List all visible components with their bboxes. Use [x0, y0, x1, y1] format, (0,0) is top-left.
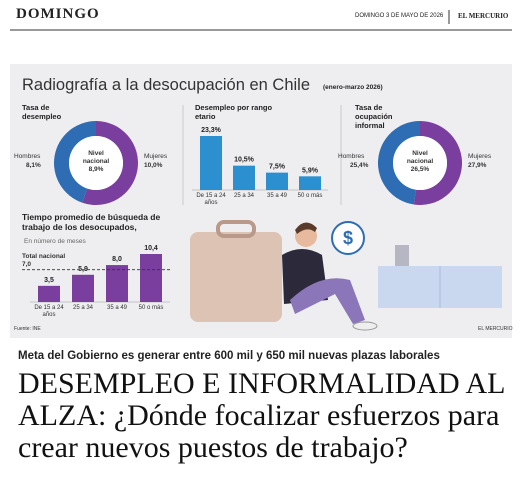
category-label: 25 a 34 [72, 305, 94, 311]
bar [200, 136, 222, 190]
center-label: Nivel nacional [82, 150, 110, 165]
bar-value: 23,3% [201, 127, 222, 134]
bar-value: 10,5% [234, 157, 255, 164]
bar [233, 165, 255, 190]
dollar-icon [331, 221, 365, 255]
total-label: Total nacional [22, 252, 66, 260]
segment-value: 27,9% [468, 162, 487, 169]
chart-title: Desempleo por rango etario [195, 103, 273, 121]
bar [299, 176, 321, 190]
bar [266, 172, 288, 190]
segment-label: Hombres [338, 153, 365, 160]
bar-value: 5,9 [78, 266, 88, 273]
chart-title: Tiempo promedio de búsqueda de trabajo d… [22, 212, 161, 232]
unit: En número de meses [24, 238, 86, 245]
chart-title: Tasa de ocupación informal [355, 103, 393, 130]
bar-value: 10,4 [144, 245, 158, 252]
donut-hole [393, 136, 447, 190]
bar [140, 254, 162, 302]
bar-value: 7,5% [269, 164, 286, 171]
category-label: 50 o más [297, 193, 323, 199]
illustration: $ [190, 220, 502, 331]
category-label: 35 a 49 [266, 193, 288, 199]
category-label: De 15 a 24 años [196, 193, 226, 206]
infographic-period: (enero-marzo 2026) [323, 84, 383, 91]
credit: EL MERCURIO [478, 326, 513, 332]
chart-title: Tasa de desempleo [22, 103, 62, 121]
headline: DESEMPLEO E INFORMALIDAD AL ALZA: ¿Dónde… [18, 367, 505, 464]
paper-name: EL MERCURIO [458, 12, 509, 20]
segment-value: 25,4% [350, 162, 369, 169]
total-value: 7,0 [22, 260, 32, 268]
category-label: 35 a 49 [106, 305, 128, 311]
donut-segment [413, 121, 463, 205]
segment-label: Mujeres [468, 153, 492, 160]
segment-label: Hombres [14, 153, 41, 160]
person-legs [290, 278, 365, 324]
segment-label: Mujeres [144, 153, 168, 160]
category-label: 50 o más [138, 305, 164, 311]
bar [106, 265, 128, 302]
donut-segment [53, 121, 96, 203]
donut-segment [378, 121, 420, 205]
bar [72, 274, 94, 302]
center-value: 8,9% [88, 166, 104, 173]
segment-value: 8,1% [26, 162, 41, 169]
center-value: 26,5% [410, 166, 430, 173]
category-label: 25 a 34 [233, 193, 255, 199]
bar-value: 5,9% [302, 167, 319, 174]
bar-value: 3,5 [44, 277, 54, 284]
date: DOMINGO 3 DE MAYO DE 2026 [355, 13, 444, 19]
infographic-title: Radiografía a la desocupación en Chile [22, 76, 311, 94]
bag-handle [216, 220, 256, 238]
segment-value: 10,0% [144, 162, 163, 169]
source: Fuente: INE [14, 326, 41, 332]
kicker: Meta del Gobierno es generar entre 600 m… [18, 350, 440, 362]
bar [38, 285, 60, 302]
section-name: DOMINGO [16, 6, 100, 22]
donut-segment [82, 121, 138, 205]
bar-value: 8,0 [112, 256, 122, 263]
person-hair [295, 222, 317, 234]
vase [395, 245, 409, 266]
center-label: Nivel nacional [406, 150, 434, 165]
bag [190, 232, 282, 322]
donut-hole [69, 136, 123, 190]
shoe [352, 321, 378, 331]
category-label: De 15 a 24 años [34, 305, 64, 318]
dollar-sign: $ [343, 228, 353, 248]
